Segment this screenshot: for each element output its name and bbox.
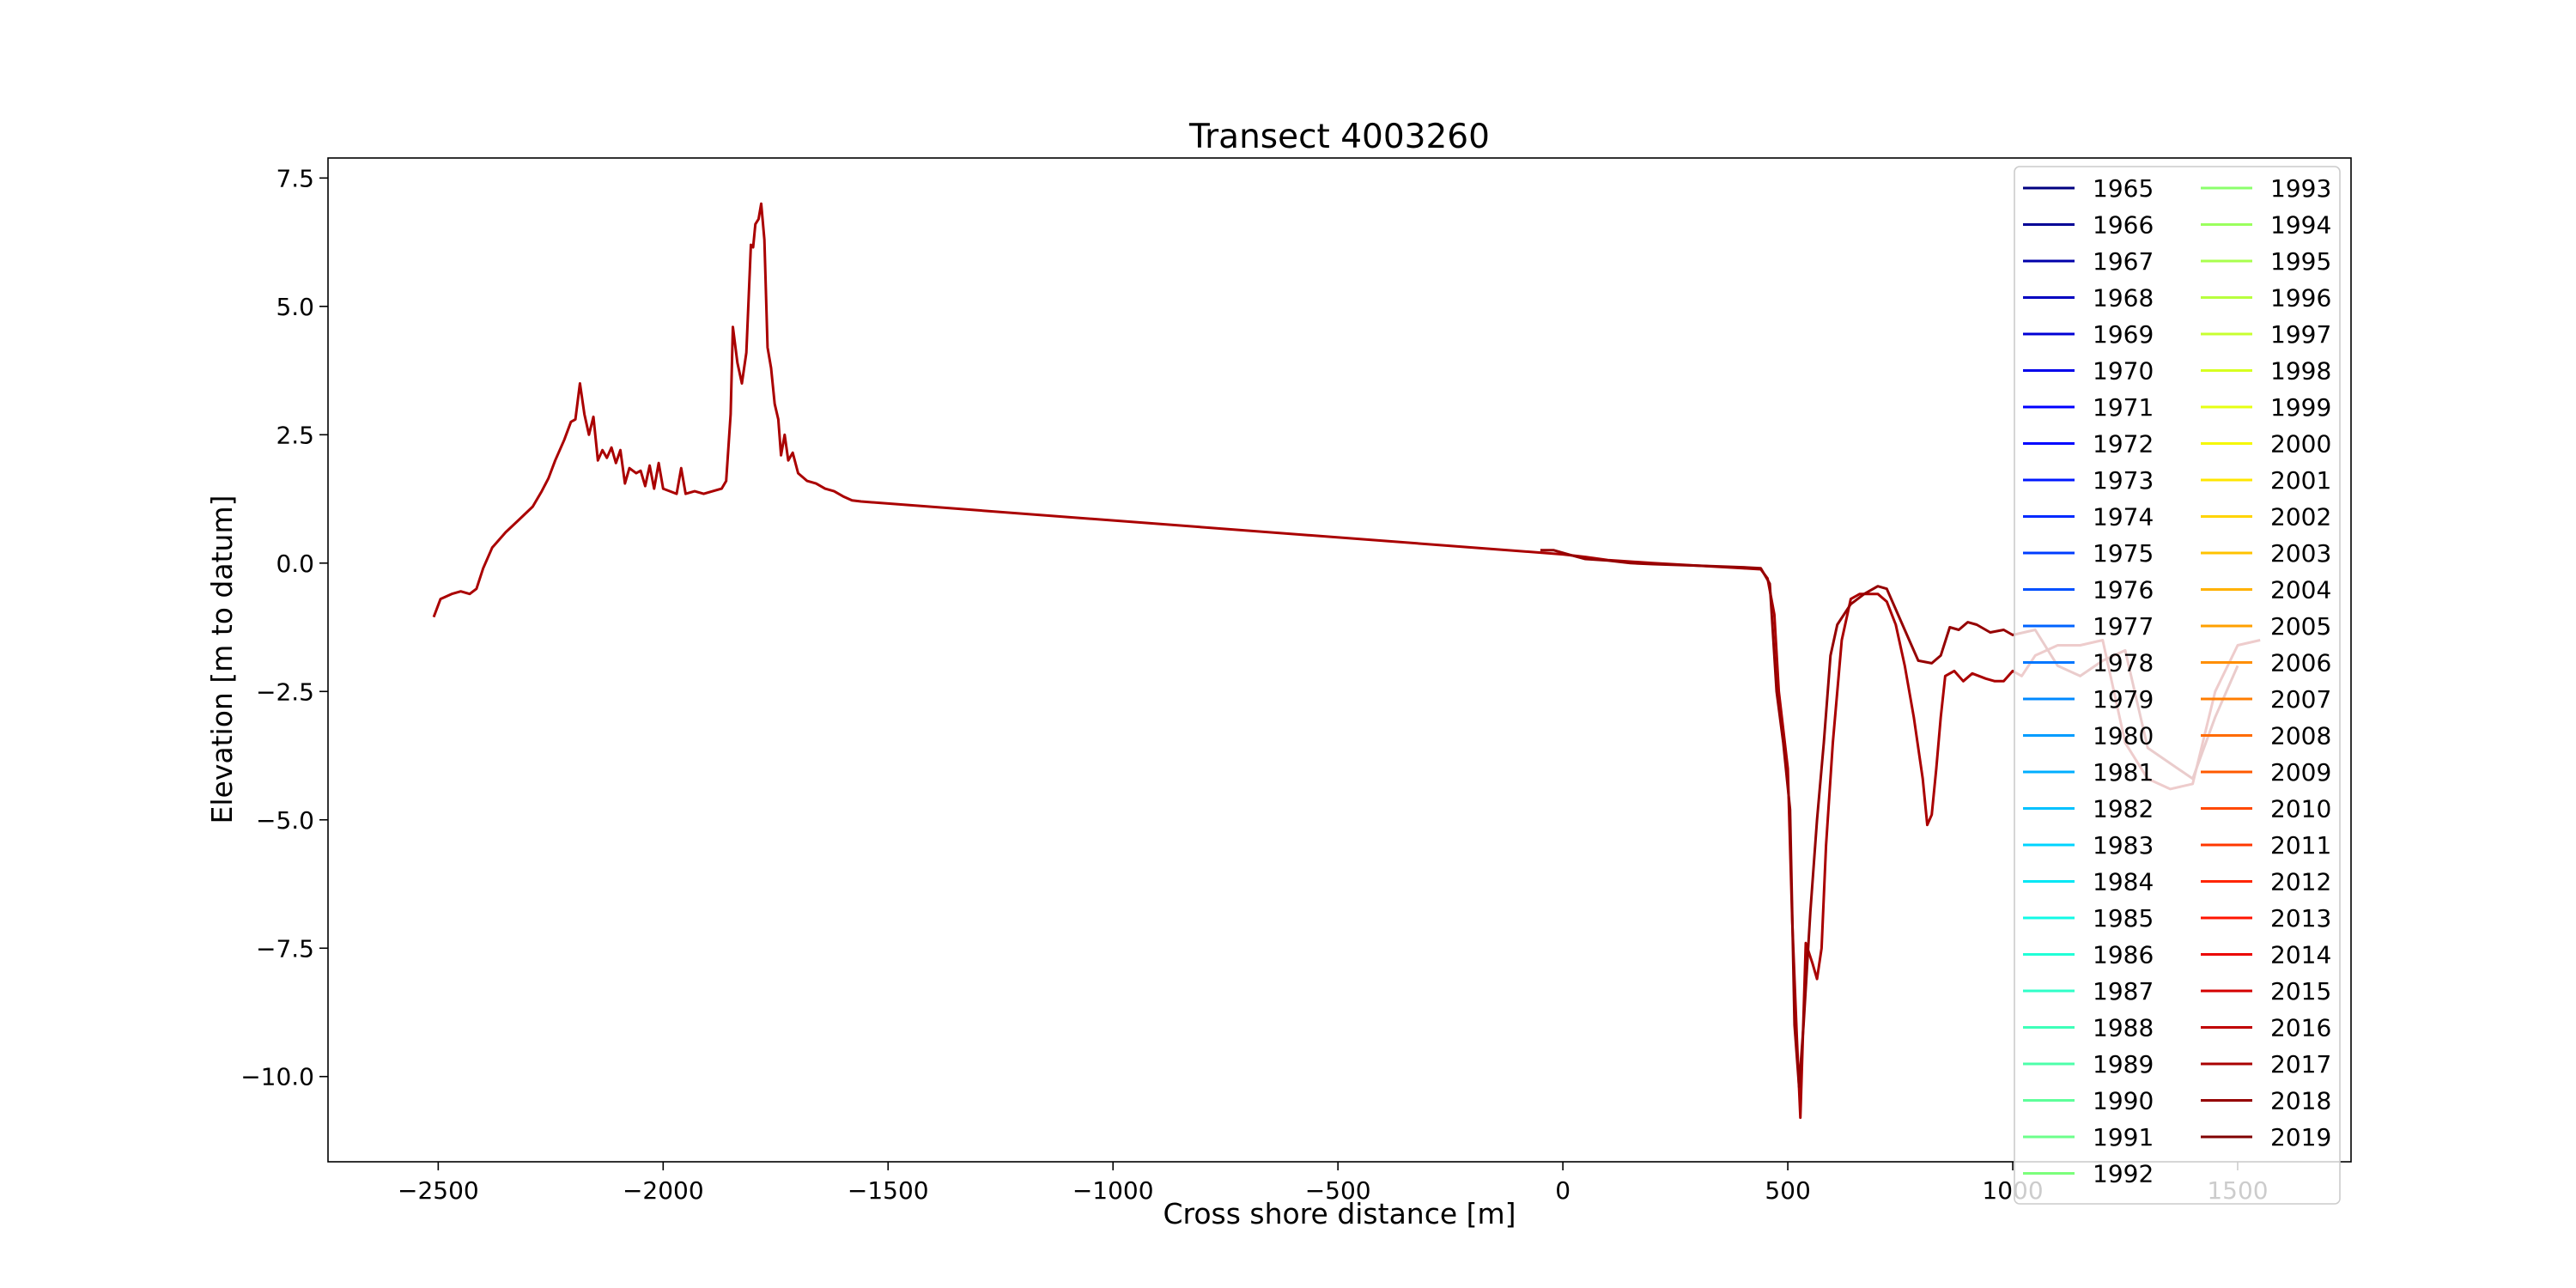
- legend-label: 2016: [2270, 1014, 2331, 1042]
- legend-label: 1966: [2093, 211, 2154, 240]
- legend-box: [2014, 166, 2341, 1205]
- legend-label: 1995: [2270, 247, 2331, 276]
- legend-label: 1986: [2093, 941, 2154, 969]
- legend-label: 1965: [2093, 174, 2154, 203]
- legend-label: 1982: [2093, 795, 2154, 823]
- y-tick-label: −7.5: [256, 934, 314, 963]
- legend-label: 2000: [2270, 430, 2331, 459]
- legend-label: 2008: [2270, 722, 2331, 750]
- legend-label: 2012: [2270, 868, 2331, 896]
- legend-label: 1993: [2270, 174, 2331, 203]
- series-line: [432, 202, 2261, 1120]
- legend-label: 2002: [2270, 503, 2331, 532]
- y-tick-label: 7.5: [276, 164, 314, 192]
- legend-label: 1990: [2093, 1087, 2154, 1115]
- legend-label: 1996: [2270, 284, 2331, 313]
- legend-label: 1983: [2093, 831, 2154, 860]
- legend-label: 1968: [2093, 284, 2154, 313]
- legend-label: 1970: [2093, 357, 2154, 386]
- legend-label: 1974: [2093, 503, 2154, 532]
- x-tick-label: −500: [1305, 1176, 1371, 1205]
- legend-label: 2004: [2270, 576, 2331, 605]
- legend-label: 1987: [2093, 977, 2154, 1005]
- legend: 1965 1966 1967 1968 1969 1970 1971 1972 1973 1974…: [2014, 166, 2341, 1205]
- x-tick-label: 0: [1555, 1176, 1571, 1205]
- legend-label: 1997: [2270, 320, 2331, 349]
- legend-label: 2007: [2270, 685, 2331, 714]
- legend-label: 1971: [2093, 393, 2154, 422]
- legend-label: 1988: [2093, 1014, 2154, 1042]
- legend-label: 2015: [2270, 977, 2331, 1005]
- legend-label: 1989: [2093, 1050, 2154, 1078]
- legend-label: 2019: [2270, 1123, 2331, 1151]
- legend-label: 2010: [2270, 795, 2331, 823]
- y-tick-label: 0.0: [276, 550, 314, 578]
- legend-label: 1985: [2093, 904, 2154, 933]
- ticks: −2500−2000−1500−1000−5000500100015007.55…: [240, 164, 2268, 1205]
- legend-label: 2013: [2270, 904, 2331, 933]
- y-tick-label: −2.5: [256, 677, 314, 706]
- x-tick-label: 500: [1765, 1176, 1810, 1205]
- legend-label: 1976: [2093, 576, 2154, 605]
- legend-label: 1980: [2093, 722, 2154, 750]
- y-tick-label: −5.0: [256, 806, 314, 835]
- legend-label: 1967: [2093, 247, 2154, 276]
- x-tick-label: −2500: [398, 1176, 479, 1205]
- legend-label: 1991: [2093, 1123, 2154, 1151]
- plot-lines: [432, 202, 2261, 1120]
- x-axis-label: Cross shore distance [m]: [1163, 1197, 1516, 1230]
- chart-title: Transect 4003260: [1188, 118, 1490, 156]
- legend-label: 1981: [2093, 758, 2154, 787]
- x-tick-label: −1500: [848, 1176, 929, 1205]
- legend-label: 2003: [2270, 539, 2331, 568]
- legend-label: 2014: [2270, 941, 2331, 969]
- y-tick-label: 2.5: [276, 421, 314, 449]
- legend-label: 2001: [2270, 466, 2331, 495]
- legend-label: 1973: [2093, 466, 2154, 495]
- x-tick-label: −1000: [1072, 1176, 1154, 1205]
- legend-label: 1969: [2093, 320, 2154, 349]
- axes-frame: [327, 157, 2352, 1163]
- legend-label: 2011: [2270, 831, 2331, 860]
- y-tick-label: 5.0: [276, 293, 314, 321]
- x-tick-label: −2000: [623, 1176, 704, 1205]
- legend-label: 1979: [2093, 685, 2154, 714]
- legend-label: 1977: [2093, 612, 2154, 641]
- legend-label: 1984: [2093, 868, 2154, 896]
- legend-label: 1998: [2270, 357, 2331, 386]
- y-tick-label: −10.0: [240, 1063, 314, 1091]
- legend-label: 1978: [2093, 649, 2154, 677]
- legend-label: 1975: [2093, 539, 2154, 568]
- legend-label: 2018: [2270, 1087, 2331, 1115]
- legend-label: 2005: [2270, 612, 2331, 641]
- legend-label: 2006: [2270, 649, 2331, 677]
- legend-label: 2017: [2270, 1050, 2331, 1078]
- legend-label: 1972: [2093, 430, 2154, 459]
- legend-label: 2009: [2270, 758, 2331, 787]
- legend-label: 1999: [2270, 393, 2331, 422]
- legend-label: 1992: [2093, 1160, 2154, 1188]
- y-axis-label: Elevation [m to datum]: [205, 495, 239, 824]
- legend-label: 1994: [2270, 211, 2331, 240]
